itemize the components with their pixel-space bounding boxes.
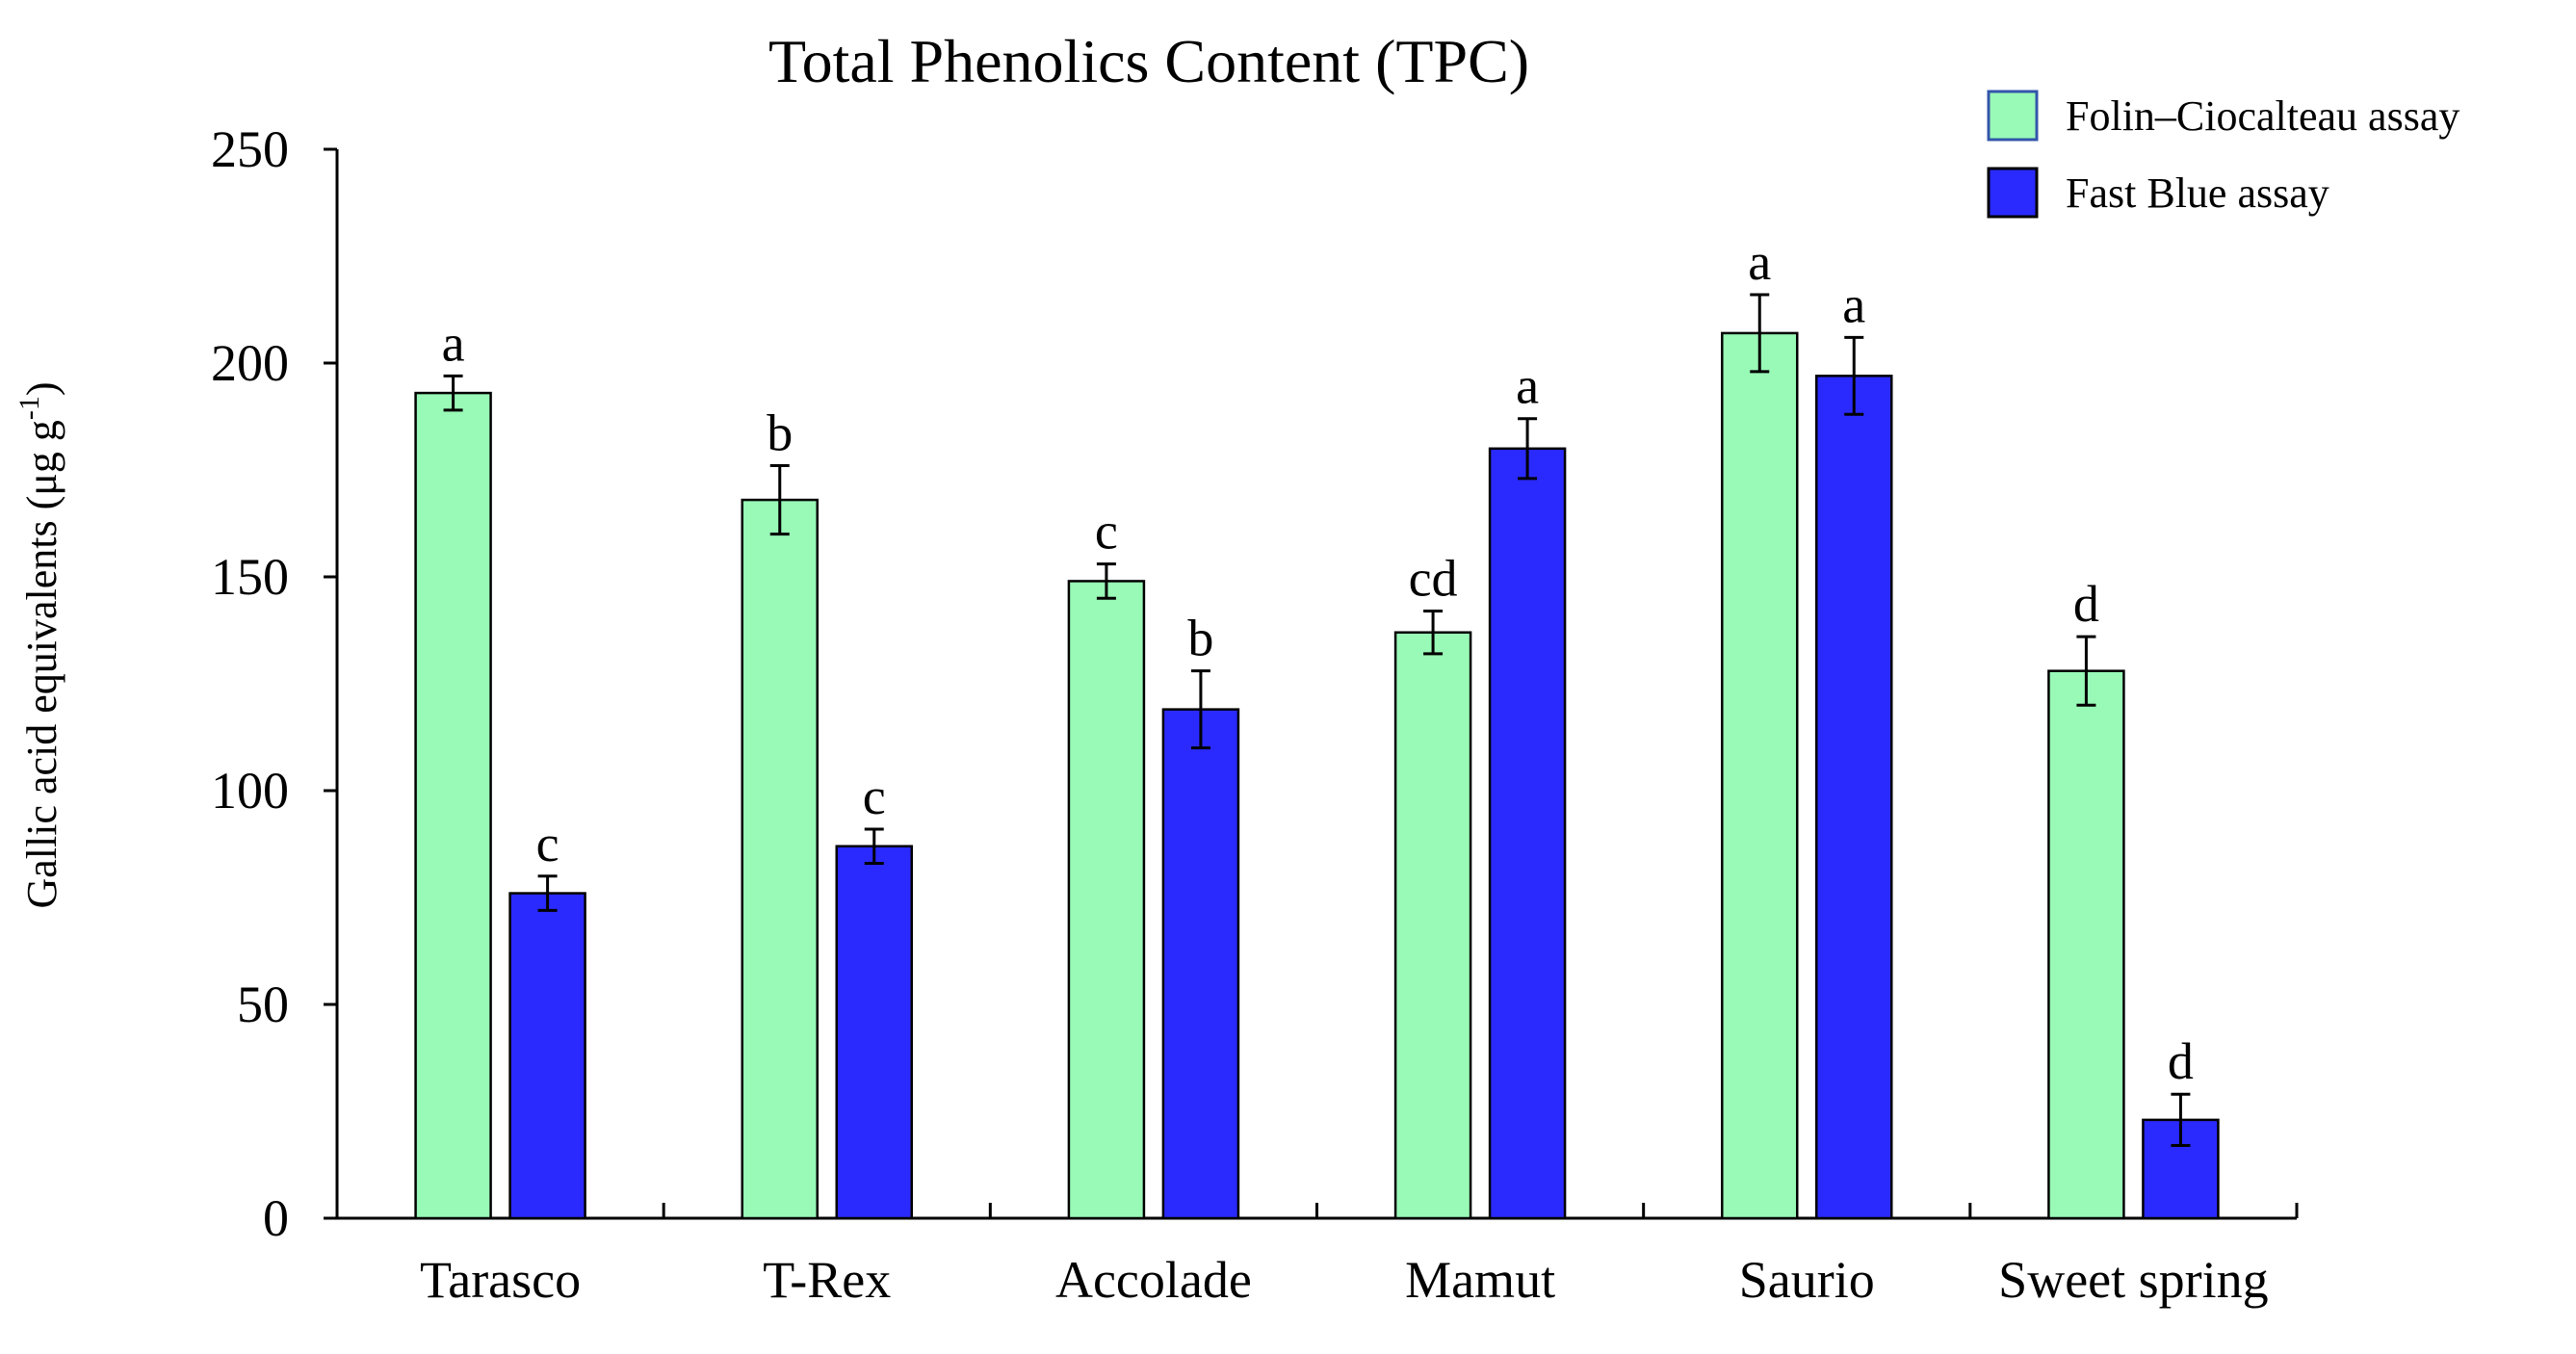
- y-axis-label-main: Gallic acid equivalents (μg g: [18, 420, 65, 908]
- legend-label: Fast Blue assay: [2066, 169, 2329, 217]
- bar: [835, 845, 913, 1220]
- significance-label: a: [1516, 357, 1539, 415]
- legend-label: Folin–Ciocalteau assay: [2066, 92, 2459, 140]
- bar: [414, 391, 492, 1220]
- x-tick-label: T-Rex: [763, 1251, 891, 1309]
- x-tick-label: Mamut: [1405, 1251, 1555, 1309]
- significance-label: d: [2168, 1032, 2194, 1090]
- significance-label: b: [767, 404, 793, 462]
- y-tick-label: 0: [263, 1189, 289, 1247]
- bar: [508, 892, 586, 1220]
- x-tick-label: Tarasco: [420, 1251, 581, 1309]
- significance-label: c: [536, 815, 559, 872]
- significance-label: a: [442, 314, 465, 372]
- significance-label: a: [1748, 233, 1771, 291]
- y-axis-label: Gallic acid equivalents (μg g-1): [13, 381, 65, 908]
- legend: Folin–Ciocalteau assay Fast Blue assay: [1987, 90, 2459, 219]
- y-axis-label-superscript: -1: [13, 396, 45, 420]
- legend-swatch: [1987, 90, 2039, 142]
- significance-label: c: [863, 768, 886, 825]
- bar: [1393, 631, 1472, 1220]
- significance-label: d: [2073, 575, 2099, 633]
- bar: [1488, 447, 1567, 1220]
- significance-label: cd: [1409, 550, 1458, 608]
- y-tick-label: 150: [211, 548, 289, 606]
- y-tick-label: 50: [237, 976, 289, 1033]
- bar: [2047, 669, 2125, 1220]
- significance-label: c: [1095, 503, 1118, 560]
- y-axis-label-suffix: ): [18, 381, 65, 396]
- significance-label: a: [1842, 275, 1865, 333]
- bar: [1161, 708, 1240, 1220]
- x-tick-label: Sweet spring: [1998, 1251, 2268, 1309]
- y-tick-label: 100: [211, 762, 289, 820]
- significance-label: b: [1187, 610, 1213, 667]
- x-tick-label: Accolade: [1055, 1251, 1252, 1309]
- x-tick-label: Saurio: [1739, 1251, 1875, 1309]
- bar: [1815, 375, 1893, 1220]
- y-tick-label: 250: [211, 120, 289, 178]
- bar: [1721, 331, 1799, 1220]
- bar: [741, 498, 819, 1220]
- y-tick-label: 200: [211, 334, 289, 392]
- legend-swatch: [1987, 167, 2039, 219]
- x-axis-labels: Tarasco T-Rex Accolade Mamut Saurio Sweet spr…: [420, 1251, 2269, 1309]
- axes: 0 50 100 150 200 250: [211, 120, 2299, 1247]
- bars: a c b c c b cd a a a d d: [414, 233, 2220, 1220]
- bar: [1067, 580, 1146, 1220]
- chart-title: Total Phenolics Content (TPC): [768, 27, 1529, 95]
